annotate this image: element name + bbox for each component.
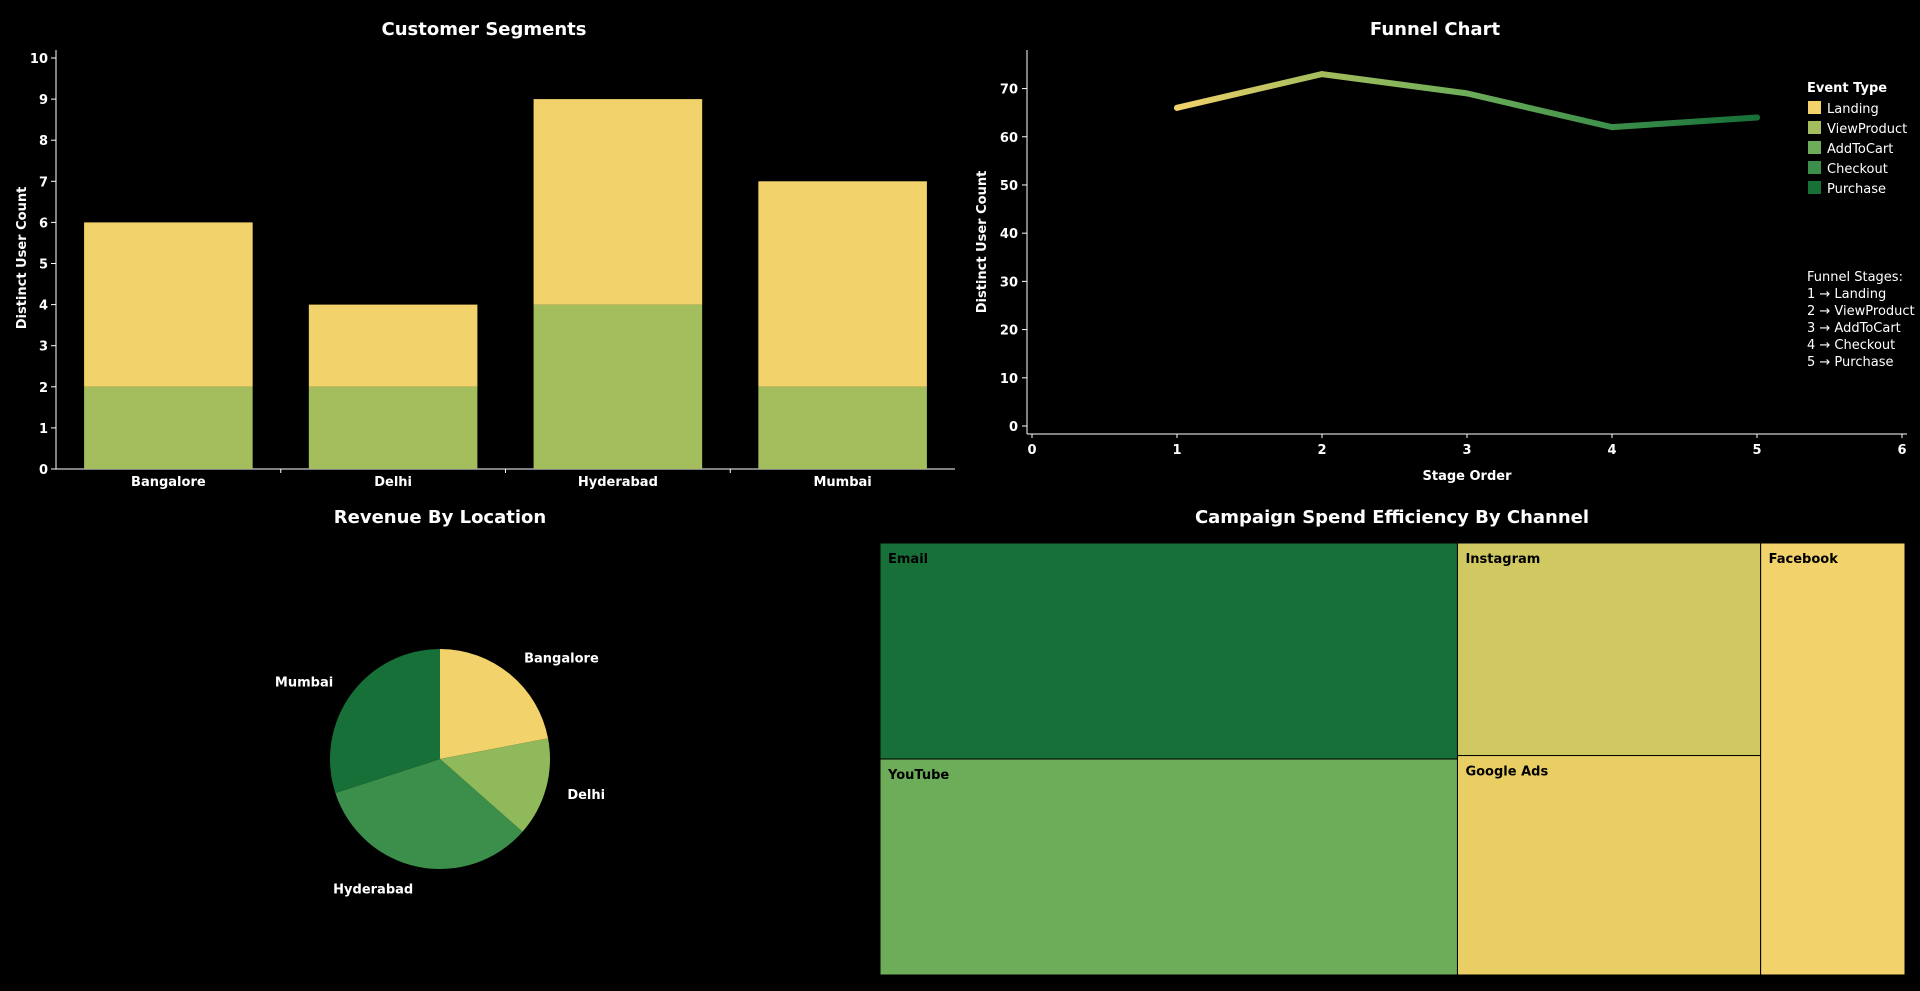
bar-x-tick-label: Bangalore [131, 475, 206, 490]
pie-label-mumbai: Mumbai [275, 675, 333, 690]
funnel-point-addtocart[interactable] [1464, 90, 1470, 97]
funnel-x-tick-label: 5 [1752, 443, 1761, 458]
legend-label-checkout: Checkout [1827, 162, 1888, 177]
funnel-x-axis-label: Stage Order [1423, 469, 1513, 484]
treemap-label-youtube: YouTube [887, 768, 949, 783]
legend-swatch-addtocart [1808, 141, 1821, 154]
funnel-y-tick-label: 10 [1000, 372, 1018, 387]
treemap-label-instagram: Instagram [1465, 552, 1540, 567]
legend-swatch-purchase [1808, 181, 1821, 194]
customer-segments-y-axis-label: Distinct User Count [15, 187, 30, 330]
funnel-stages-title: Funnel Stages: [1807, 270, 1903, 285]
bar-y-tick-label: 4 [39, 299, 48, 314]
funnel-stage-note: 3 → AddToCart [1807, 321, 1901, 336]
treemap-label-facebook: Facebook [1769, 552, 1839, 567]
funnel-point-checkout[interactable] [1609, 124, 1615, 131]
customer-segments-chart: Customer Segments Distinct User Count 0 1… [15, 19, 955, 490]
legend-label-landing: Landing [1827, 102, 1879, 117]
funnel-stage-note: 2 → ViewProduct [1807, 304, 1915, 319]
treemap-cell-youtube[interactable] [879, 758, 1458, 976]
treemap-cell-google-ads[interactable] [1456, 755, 1762, 976]
funnel-point-purchase[interactable] [1754, 114, 1760, 121]
funnel-chart-title: Funnel Chart [1370, 19, 1501, 40]
pie-label-delhi: Delhi [567, 788, 605, 803]
bar-x-tick-label: Mumbai [813, 475, 871, 490]
treemap-cell-facebook[interactable] [1760, 542, 1906, 976]
legend-label-purchase: Purchase [1827, 182, 1886, 197]
funnel-stage-note: 4 → Checkout [1807, 338, 1895, 353]
funnel-x-tick-label: 0 [1027, 443, 1036, 458]
bar-y-tick-label: 0 [39, 463, 48, 478]
bar-y-tick-label: 1 [39, 422, 48, 437]
legend-swatch-landing [1808, 101, 1821, 114]
pie-label-hyderabad: Hyderabad [333, 882, 413, 897]
funnel-y-axis-label: Distinct User Count [975, 171, 990, 314]
pie-slice-hyderabad[interactable] [335, 759, 523, 869]
legend-label-viewproduct: ViewProduct [1827, 122, 1907, 137]
funnel-x-tick-label: 3 [1462, 443, 1471, 458]
bar-y-tick-label: 6 [39, 216, 48, 231]
campaign-spend-title: Campaign Spend Efficiency By Channel [1195, 507, 1589, 528]
legend-label-addtocart: AddToCart [1827, 142, 1893, 157]
customer-segments-title: Customer Segments [382, 19, 587, 40]
funnel-stages-note: Funnel Stages: 1 → Landing 2 → ViewProduc… [1807, 270, 1915, 370]
funnel-y-tick-label: 20 [1000, 324, 1018, 339]
revenue-by-location-title: Revenue By Location [334, 507, 546, 528]
funnel-stage-note: 5 → Purchase [1807, 355, 1893, 370]
pie-slice-delhi[interactable] [440, 738, 550, 832]
funnel-point-landing[interactable] [1174, 104, 1180, 111]
pie-label-bangalore: Bangalore [524, 651, 599, 666]
funnel-x-tick-label: 1 [1172, 443, 1181, 458]
legend-title: Event Type [1807, 81, 1887, 96]
bar-y-tick-label: 10 [30, 52, 48, 67]
legend-swatch-checkout [1808, 161, 1821, 174]
bar-y-tick-label: 9 [39, 93, 48, 108]
treemap-label-google-ads: Google Ads [1465, 765, 1548, 780]
campaign-spend-treemap: Campaign Spend Efficiency By Channel Ema… [879, 507, 1906, 976]
revenue-by-location-chart: Revenue By Location Bangalore Delhi Hydera… [275, 507, 605, 897]
bar-hyderabad-segment-1[interactable] [533, 304, 703, 469]
funnel-y-tick-label: 70 [1000, 83, 1018, 98]
pie-slice-bangalore[interactable] [440, 649, 549, 759]
bar-delhi-segment-2[interactable] [308, 304, 478, 387]
bar-mumbai-segment-1[interactable] [758, 386, 927, 469]
funnel-y-tick-label: 60 [1000, 131, 1018, 146]
funnel-x-tick-label: 6 [1897, 443, 1906, 458]
bar-y-tick-label: 7 [39, 175, 48, 190]
funnel-chart: Funnel Chart Distinct User Count Stage O… [975, 19, 1915, 484]
funnel-point-viewproduct[interactable] [1319, 71, 1325, 78]
bar-y-tick-label: 8 [39, 134, 48, 149]
funnel-x-tick-label: 4 [1607, 443, 1616, 458]
funnel-legend: Event Type Landing ViewProduct AddToCart Ch… [1807, 81, 1907, 197]
funnel-y-tick-label: 0 [1009, 420, 1018, 435]
treemap-cell-instagram[interactable] [1456, 542, 1762, 757]
funnel-y-tick-label: 50 [1000, 179, 1018, 194]
funnel-x-tick-label: 2 [1317, 443, 1326, 458]
bar-bangalore-segment-1[interactable] [84, 386, 253, 469]
bar-mumbai-segment-2[interactable] [758, 181, 927, 387]
bar-y-tick-label: 5 [39, 258, 48, 273]
bar-x-tick-label: Delhi [374, 475, 412, 490]
treemap-cell-email[interactable] [879, 542, 1458, 760]
legend-swatch-viewproduct [1808, 121, 1821, 134]
pie-slice-mumbai[interactable] [330, 649, 440, 793]
funnel-y-tick-label: 30 [1000, 275, 1018, 290]
bar-y-tick-label: 2 [39, 381, 48, 396]
funnel-series-line [1174, 71, 1760, 131]
bar-delhi-segment-1[interactable] [308, 386, 478, 469]
funnel-y-tick-label: 40 [1000, 227, 1018, 242]
bar-y-tick-label: 3 [39, 340, 48, 355]
bar-hyderabad-segment-2[interactable] [533, 99, 703, 305]
bar-x-tick-label: Hyderabad [578, 475, 658, 490]
treemap-label-email: Email [888, 552, 928, 567]
bar-bangalore-segment-2[interactable] [84, 222, 253, 387]
funnel-stage-note: 1 → Landing [1807, 287, 1886, 302]
